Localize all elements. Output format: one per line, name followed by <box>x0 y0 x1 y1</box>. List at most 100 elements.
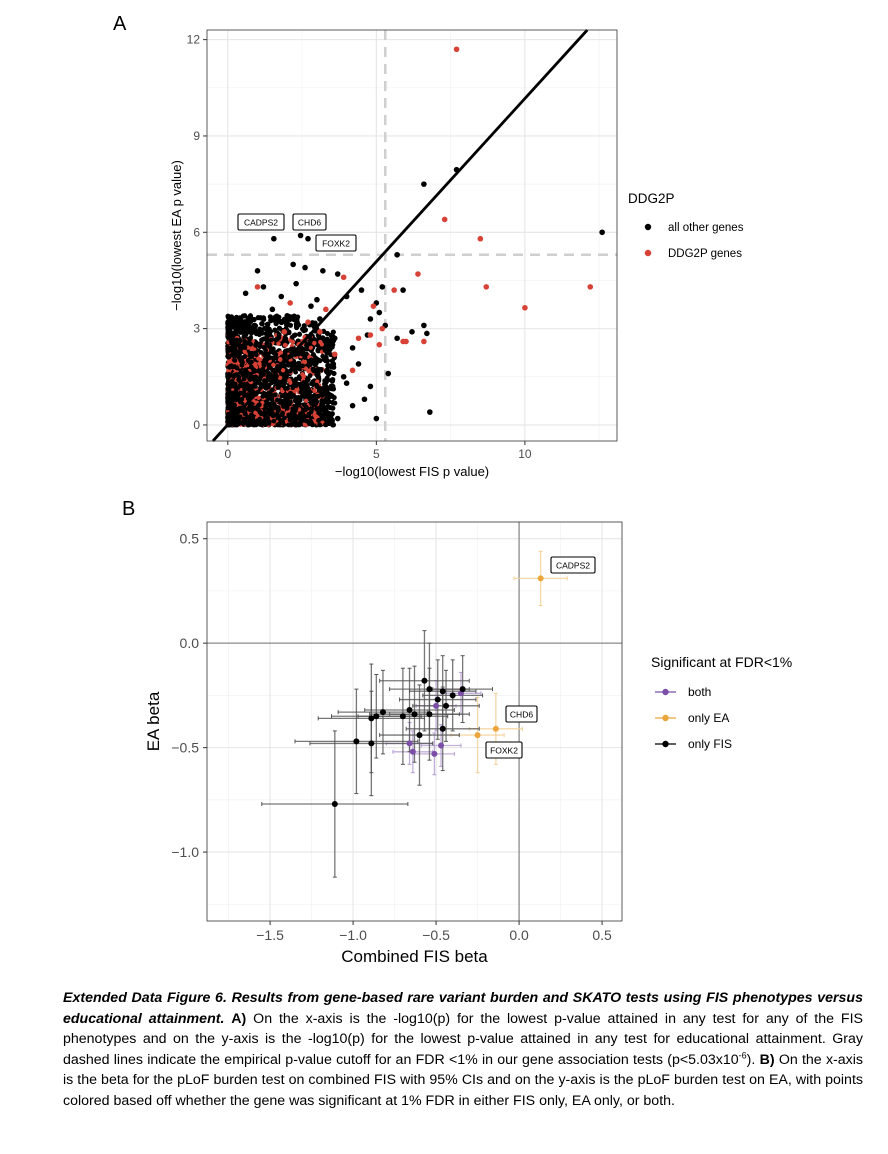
panel-a-other-gene-point <box>251 322 258 329</box>
panel-a-background-point <box>273 321 279 327</box>
panel-a-background-point <box>297 413 303 419</box>
panel-b-gene-label-box <box>550 556 596 574</box>
panel-b-legend-key <box>662 740 669 748</box>
panel-b-gene-label-box <box>485 741 523 759</box>
panel-a-background-point <box>225 405 231 411</box>
panel-a-other-gene-point <box>260 284 267 290</box>
panel-a-x-tick-label: 10 <box>518 447 532 461</box>
panel-a-background-point <box>286 412 292 418</box>
panel-a-background-point <box>238 318 244 325</box>
panel-a-background-point <box>242 349 247 354</box>
panel-a-background-point <box>253 350 258 356</box>
panel-b-only-ea-point <box>537 575 544 582</box>
panel-a-background-point <box>227 412 232 418</box>
panel-a-background-point <box>241 416 247 422</box>
panel-b-only-fis-point <box>406 707 413 714</box>
panel-a-plot-border <box>206 29 618 442</box>
panel-b-gene-label: FOXK2 <box>490 746 518 756</box>
panel-a-other-gene-point <box>302 264 308 271</box>
panel-a-background-point <box>225 397 231 403</box>
panel-a-background-point <box>226 391 231 397</box>
panel-a-ddg2p-point <box>522 304 528 311</box>
panel-a-ddg2p-point <box>403 338 409 345</box>
panel-a-ddg2p-point <box>331 351 338 358</box>
panel-a-other-gene-point <box>379 284 386 290</box>
panel-a-background-point <box>330 405 336 411</box>
panel-b-both-point <box>433 702 440 709</box>
panel-a-background-point <box>284 321 290 328</box>
panel-a-background-point <box>233 388 239 394</box>
panel-a-background-point <box>315 379 320 384</box>
panel-a-ddg2p-point <box>441 216 448 223</box>
panel-a-background-point <box>312 388 317 394</box>
panel-a-y-tick-label: 0 <box>193 418 200 432</box>
panel-b-x-axis-title: Combined FIS beta <box>341 947 488 966</box>
panel-a-background-point <box>325 404 331 410</box>
panel-b-both-point <box>438 742 445 749</box>
panel-a-background-point <box>315 373 321 379</box>
panel-a-x-axis-title: −log10(lowest FIS p value) <box>335 464 489 479</box>
panel-a-background-point <box>324 390 330 396</box>
panel-a-background-point <box>277 375 283 381</box>
panel-a-background-point <box>296 331 303 337</box>
panel-a-background-point <box>276 335 282 341</box>
panel-a-background-point <box>237 383 243 389</box>
panel-a-ddg2p-point <box>367 332 374 338</box>
panel-a-background-point <box>238 357 244 363</box>
panel-a-background-point <box>302 359 308 365</box>
panel-a-other-gene-point <box>349 402 356 409</box>
panel-b-only-fis-point <box>368 740 375 747</box>
panel-a-gene-label: FOXK2 <box>322 239 350 249</box>
panel-a-background-point <box>242 411 248 417</box>
panel-a-background-point <box>257 361 262 366</box>
panel-a-gene-label-box <box>315 234 357 252</box>
panel-a-background-point <box>274 313 280 319</box>
panel-a-background-point <box>285 317 291 323</box>
panel-a-other-gene-point <box>242 290 249 297</box>
panel-b-only-fis-point <box>399 713 406 720</box>
panel-a-background-point <box>290 385 296 391</box>
panel-a-background-point <box>322 411 328 417</box>
panel-a-background-point <box>302 355 308 360</box>
panel-a-background-point <box>276 341 281 346</box>
panel-a-background-point <box>329 358 335 364</box>
panel-a-background-point <box>294 324 300 331</box>
panel-a-background-point <box>245 319 251 325</box>
panel-a-ddg2p-point <box>483 284 490 290</box>
panel-b-gene-label-box <box>505 705 538 723</box>
panel-a-background-point <box>254 340 259 346</box>
panel-a-background-point <box>330 399 336 406</box>
panel-a-background-point <box>267 314 273 320</box>
panel-a-background-point <box>272 392 278 398</box>
panel-a-background-point <box>262 352 267 358</box>
panel-a-background-point <box>236 323 242 329</box>
panel-a-background-point <box>286 330 292 336</box>
panel-a-other-gene-point <box>308 303 314 309</box>
panel-a-background-point <box>304 378 310 384</box>
panel-a-background-point <box>227 347 233 353</box>
panel-a-background-point <box>319 415 325 421</box>
panel-a-background-point <box>277 399 283 405</box>
panel-a-background-point <box>252 368 257 373</box>
panel-a-background-point <box>249 405 254 411</box>
panel-a-background-point <box>275 405 281 411</box>
panel-a-background-point <box>278 418 283 423</box>
panel-a-background-point <box>271 376 277 381</box>
panel-a-background-point <box>231 339 237 345</box>
panel-a-background-point <box>330 386 337 392</box>
panel-a-background-point <box>287 378 292 383</box>
panel-a-other-gene-point <box>427 409 433 415</box>
panel-a-background-point <box>249 346 254 352</box>
panel-b-legend-title: Significant at FDR<1% <box>651 654 792 670</box>
panel-a-background-point <box>291 361 297 366</box>
panel-b-letter: B <box>122 498 135 520</box>
panel-b-only-ea-point <box>474 732 481 739</box>
panel-a-background-point <box>240 343 246 349</box>
panel-a-legend-label: DDG2P genes <box>668 248 742 260</box>
panel-a-background-point <box>247 336 253 342</box>
panel-a-background-point <box>248 354 253 360</box>
panel-a-background-point <box>232 383 238 389</box>
panel-a-other-gene-point <box>376 309 383 316</box>
panel-b-only-fis-point <box>426 686 433 693</box>
panel-a-other-gene-point <box>305 235 311 242</box>
